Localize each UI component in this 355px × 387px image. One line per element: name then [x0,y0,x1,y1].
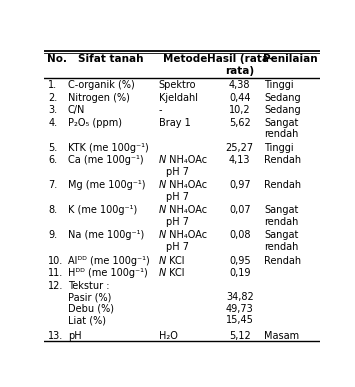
Text: 6.: 6. [48,155,58,165]
Text: N: N [159,205,166,216]
Text: Rendah: Rendah [264,255,302,265]
Text: K (me 100g⁻¹): K (me 100g⁻¹) [68,205,137,216]
Text: 3.: 3. [48,105,58,115]
Text: pH: pH [68,331,81,341]
Text: Tinggi: Tinggi [264,80,294,90]
Text: Mg (me 100g⁻¹): Mg (me 100g⁻¹) [68,180,145,190]
Text: Rendah: Rendah [264,155,302,165]
Text: 4.: 4. [48,118,58,128]
Text: N: N [159,155,166,165]
Text: KCl: KCl [166,268,185,278]
Text: No.: No. [47,55,67,65]
Text: NH₄OAc
pH 7: NH₄OAc pH 7 [166,180,207,202]
Text: NH₄OAc
pH 7: NH₄OAc pH 7 [166,205,207,227]
Text: Ca (me 100g⁻¹): Ca (me 100g⁻¹) [68,155,143,165]
Text: Alᴰᴰ (me 100g⁻¹): Alᴰᴰ (me 100g⁻¹) [68,255,149,265]
Text: 7.: 7. [48,180,58,190]
Text: Spektro: Spektro [159,80,196,90]
Text: 4,13: 4,13 [229,155,251,165]
Text: 12.: 12. [48,281,64,291]
Text: 9.: 9. [48,231,58,240]
Text: N: N [159,255,166,265]
Text: 4,38: 4,38 [229,80,251,90]
Text: Sangat
rendah: Sangat rendah [264,231,299,252]
Text: Tinggi: Tinggi [264,143,294,153]
Text: Sangat
rendah: Sangat rendah [264,118,299,139]
Text: Hasil (rata-
rata): Hasil (rata- rata) [207,55,273,76]
Text: Sifat tanah: Sifat tanah [78,55,143,65]
Text: Masam: Masam [264,331,300,341]
Text: Penilaian: Penilaian [263,55,318,65]
Text: KTK (me 100g⁻¹): KTK (me 100g⁻¹) [68,143,148,153]
Text: 2.: 2. [48,92,58,103]
Text: Sedang: Sedang [264,105,301,115]
Text: KCl: KCl [166,255,185,265]
Text: Sedang: Sedang [264,92,301,103]
Text: N: N [159,231,166,240]
Text: C-organik (%): C-organik (%) [68,80,135,90]
Text: NH₄OAc
pH 7: NH₄OAc pH 7 [166,231,207,252]
Text: 10,2: 10,2 [229,105,251,115]
Text: 13.: 13. [48,331,64,341]
Text: 34,82
49,73
15,45: 34,82 49,73 15,45 [226,281,254,325]
Text: P₂O₅ (ppm): P₂O₅ (ppm) [68,118,122,128]
Text: 10.: 10. [48,255,64,265]
Text: Tekstur :
Pasir (%)
Debu (%)
Liat (%): Tekstur : Pasir (%) Debu (%) Liat (%) [68,281,114,325]
Text: Nitrogen (%): Nitrogen (%) [68,92,130,103]
Text: 5.: 5. [48,143,58,153]
Text: Sangat
rendah: Sangat rendah [264,205,299,227]
Text: 1.: 1. [48,80,58,90]
Text: 0,44: 0,44 [229,92,251,103]
Text: Na (me 100g⁻¹): Na (me 100g⁻¹) [68,231,144,240]
Text: Hᴰᴰ (me 100g⁻¹): Hᴰᴰ (me 100g⁻¹) [68,268,148,278]
Text: 0,08: 0,08 [229,231,251,240]
Text: 0,95: 0,95 [229,255,251,265]
Text: 5,62: 5,62 [229,118,251,128]
Text: Metode: Metode [163,55,207,65]
Text: Kjeldahl: Kjeldahl [159,92,197,103]
Text: N: N [159,268,166,278]
Text: 0,19: 0,19 [229,268,251,278]
Text: 5,12: 5,12 [229,331,251,341]
Text: C/N: C/N [68,105,85,115]
Text: NH₄OAc
pH 7: NH₄OAc pH 7 [166,155,207,177]
Text: -: - [159,105,162,115]
Text: N: N [159,180,166,190]
Text: Bray 1: Bray 1 [159,118,190,128]
Text: 11.: 11. [48,268,64,278]
Text: Rendah: Rendah [264,180,302,190]
Text: 0,07: 0,07 [229,205,251,216]
Text: 8.: 8. [48,205,58,216]
Text: 25,27: 25,27 [226,143,254,153]
Text: H₂O: H₂O [159,331,178,341]
Text: 0,97: 0,97 [229,180,251,190]
